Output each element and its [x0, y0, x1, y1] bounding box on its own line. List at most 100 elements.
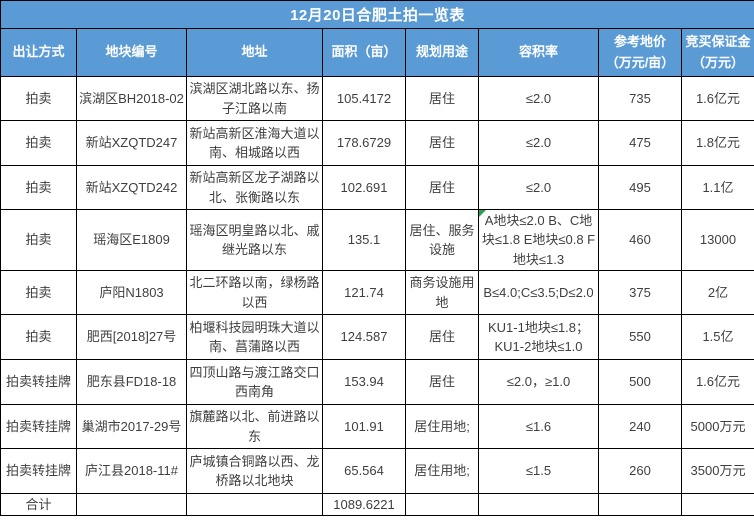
table-row-1-cell-plot-number: 滨湖区BH2018-02	[76, 76, 187, 121]
cell-text: 105.4172	[336, 90, 392, 106]
cell-text: ≤2.0	[525, 135, 552, 151]
table-row-6-cell-plot-ratio: KU1-1地块≤1.8；KU1-2地块≤1.0	[478, 314, 599, 360]
table-row-7: 拍卖转挂牌 肥东县FD18-18 四顶山路与渡江路交口西南角 153.94 居住 ≤2.0…	[0, 359, 754, 405]
table-row-1-cell-reference-price: 735	[598, 76, 682, 121]
table-row-8-cell-area-mu: 101.91	[322, 404, 406, 449]
table-row-4-cell-reference-price: 460	[598, 209, 682, 271]
table-row-3-cell-reference-price: 495	[598, 165, 682, 210]
total-row-cell-transfer-method: 合计	[0, 493, 77, 516]
table-row-4-cell-plot-number: 瑶海区E1809	[76, 209, 187, 271]
cell-text: 500	[629, 374, 651, 390]
table-row-7-cell-transfer-method: 拍卖转挂牌	[0, 359, 77, 405]
table-row-3-cell-area-mu: 102.691	[322, 165, 406, 210]
table-row-7-cell-address: 四顶山路与渡江路交口西南角	[186, 359, 323, 405]
cell-text: 庐江县2018-11#	[85, 463, 178, 479]
cell-text: 1.5亿	[702, 329, 734, 345]
table-row-2-cell-area-mu: 178.6729	[322, 120, 406, 166]
cell-text: 拍卖	[25, 90, 52, 106]
cell-text: ≤2.0	[525, 179, 552, 195]
table-row-5: 拍卖 庐阳N1803 北二环路以南，绿杨路以西 121.74 商务设施用地 B≤4.0;C…	[0, 270, 754, 315]
total-row-cell-address	[186, 493, 323, 516]
cell-text: 新站XZQTD247	[85, 135, 178, 151]
cell-text: 240	[629, 418, 651, 434]
cell-text: 肥东县FD18-18	[86, 374, 177, 390]
cell-text: 庐阳N1803	[99, 284, 164, 300]
cell-text: 65.564	[344, 463, 384, 479]
table-row-5-cell-area-mu: 121.74	[322, 270, 406, 315]
total-row-cell-planned-use	[405, 493, 479, 516]
table-row-5-cell-address: 北二环路以南，绿杨路以西	[186, 270, 323, 315]
table-row-2-cell-bid-deposit: 1.8亿元	[681, 120, 754, 166]
cell-text: 拍卖	[25, 329, 52, 345]
cell-text: 178.6729	[336, 135, 392, 151]
cell-text: 滨湖区湖北路以东、扬子江路以南	[189, 81, 320, 116]
column-header-reference-price: 参考地价 （万元/亩）	[598, 28, 682, 77]
table-row-8-cell-address: 旗麓路以北、前进路以东	[186, 404, 323, 449]
column-header-plot-ratio: 容积率	[478, 28, 599, 77]
table-row-1-cell-bid-deposit: 1.6亿元	[681, 76, 754, 121]
cell-text: 合计	[25, 496, 52, 512]
column-header-plot-number: 地块编号	[76, 28, 187, 77]
cell-text: 柏堰科技园明珠大道以南、菖蒲路以西	[189, 319, 320, 355]
cell-text: 121.74	[344, 284, 384, 300]
column-header-planned-use: 规划用途	[405, 28, 479, 77]
table-row-5-cell-reference-price: 375	[598, 270, 682, 315]
table-row-1: 拍卖 滨湖区BH2018-02 滨湖区湖北路以东、扬子江路以南 105.4172 居住 ≤…	[0, 76, 754, 121]
total-row-cell-reference-price	[598, 493, 682, 516]
table-row-5-cell-plot-ratio: B≤4.0;C≤3.5;D≤2.0	[478, 270, 599, 315]
table-row-6-cell-plot-number: 肥西[2018]27号	[76, 314, 187, 360]
table-row-8-cell-reference-price: 240	[598, 404, 682, 449]
cell-text: ≤2.0	[525, 90, 552, 106]
cell-text: 1.6亿元	[695, 374, 741, 390]
cell-text: KU1-1地块≤1.8；KU1-2地块≤1.0	[487, 319, 590, 355]
cell-text: 3500万元	[690, 463, 746, 479]
table-row-2-cell-reference-price: 475	[598, 120, 682, 166]
cell-text: 居住用地;	[414, 463, 470, 479]
cell-text: 拍卖转挂牌	[5, 418, 71, 434]
table-row-2: 拍卖 新站XZQTD247 新站高新区淮海大道以南、相城路以西 178.6729 居住 ≤…	[0, 120, 754, 166]
column-header-area-mu: 面积（亩）	[322, 28, 406, 77]
cell-text: 居住	[428, 374, 455, 390]
cell-text: 北二环路以南，绿杨路以西	[189, 275, 320, 310]
table-row-9-cell-plot-number: 庐江县2018-11#	[76, 448, 187, 494]
table-row-8-cell-planned-use: 居住用地;	[405, 404, 479, 449]
cell-text: 居住	[428, 179, 455, 195]
cell-text: 庐城镇合铜路以西、龙桥路以北地块	[189, 453, 320, 489]
cell-error-flag-icon	[479, 210, 486, 217]
total-row-cell-plot-ratio	[478, 493, 599, 516]
cell-text: 商务设施用地	[409, 275, 475, 310]
cell-text: 新站高新区淮海大道以南、相城路以西	[189, 125, 320, 161]
cell-text: 拍卖	[25, 232, 52, 248]
table-row-4-cell-address: 瑶海区明皇路以北、戚继光路以东	[186, 209, 323, 271]
cell-text: 拍卖	[25, 179, 52, 195]
table-row-2-cell-address: 新站高新区淮海大道以南、相城路以西	[186, 120, 323, 166]
total-row-cell-bid-deposit	[681, 493, 754, 516]
table-row-3-cell-transfer-method: 拍卖	[0, 165, 77, 210]
table-row-7-cell-bid-deposit: 1.6亿元	[681, 359, 754, 405]
table-title: 12月20日合肥土拍一览表	[0, 0, 754, 29]
table-row-2-cell-planned-use: 居住	[405, 120, 479, 166]
cell-text: 1.1亿	[702, 179, 734, 195]
table-row-3-cell-plot-ratio: ≤2.0	[478, 165, 599, 210]
table-row-8: 拍卖转挂牌 巢湖市2017-29号 旗麓路以北、前进路以东 101.91 居住用地; ≤1…	[0, 404, 754, 449]
cell-text: 居住	[428, 329, 455, 345]
table-row-4-cell-transfer-method: 拍卖	[0, 209, 77, 271]
table-row-5-cell-plot-number: 庐阳N1803	[76, 270, 187, 315]
table-row-4: 拍卖 瑶海区E1809 瑶海区明皇路以北、戚继光路以东 135.1 居住、服务设施 A地块…	[0, 209, 754, 271]
cell-text: 新站XZQTD242	[85, 179, 178, 195]
table-row-7-cell-plot-number: 肥东县FD18-18	[76, 359, 187, 405]
cell-text: 旗麓路以北、前进路以东	[189, 409, 320, 444]
table-row-5-cell-planned-use: 商务设施用地	[405, 270, 479, 315]
column-header-address: 地址	[186, 28, 323, 77]
cell-text: 375	[629, 284, 651, 300]
cell-text: 瑶海区E1809	[93, 232, 170, 248]
table-row-1-cell-address: 滨湖区湖北路以东、扬子江路以南	[186, 76, 323, 121]
table-row-6-cell-planned-use: 居住	[405, 314, 479, 360]
table-row-4-cell-planned-use: 居住、服务设施	[405, 209, 479, 271]
table-row-7-cell-planned-use: 居住	[405, 359, 479, 405]
table-row-9: 拍卖转挂牌 庐江县2018-11# 庐城镇合铜路以西、龙桥路以北地块 65.564 居住…	[0, 448, 754, 494]
total-row-cell-plot-number	[76, 493, 187, 516]
cell-text: B≤4.0;C≤3.5;D≤2.0	[483, 284, 594, 300]
table-row-2-cell-plot-ratio: ≤2.0	[478, 120, 599, 166]
